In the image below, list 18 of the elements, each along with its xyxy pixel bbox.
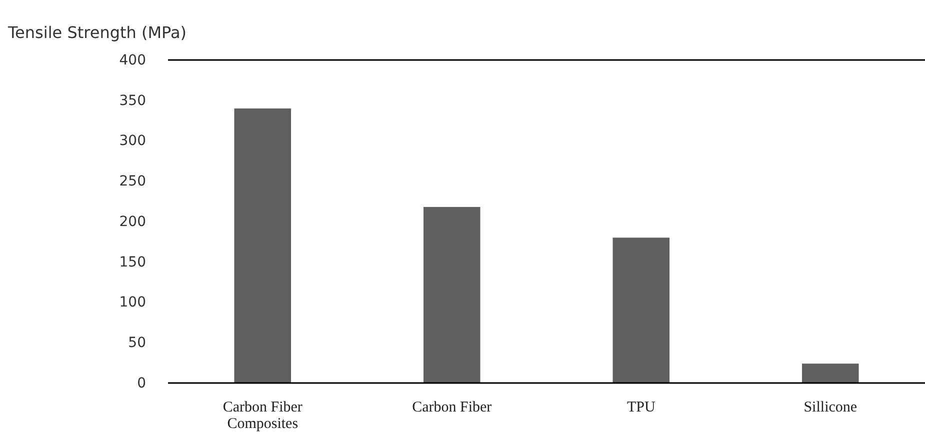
y-tick-label: 150 [119, 254, 146, 270]
y-tick-label: 400 [119, 52, 146, 68]
x-tick-label: Sillicone [804, 400, 858, 416]
bar [234, 108, 292, 383]
x-tick-label: TPU [626, 400, 656, 416]
x-tick-label: Carbon Fiber Composites [222, 400, 302, 432]
chart-title: Tensile Strength (MPa) [7, 23, 187, 42]
y-tick-label: 200 [119, 214, 146, 230]
bar [802, 364, 859, 383]
y-tick-label: 300 [119, 133, 146, 150]
y-tick-label: 250 [119, 174, 146, 190]
y-tick-label: 350 [119, 92, 146, 109]
y-tick-label: 50 [128, 335, 146, 352]
bar [423, 206, 480, 383]
y-tick-label: 100 [119, 294, 146, 311]
bar [612, 238, 670, 383]
y-tick-label: 0 [137, 375, 146, 392]
x-tick-label: Carbon Fiber [412, 400, 492, 416]
